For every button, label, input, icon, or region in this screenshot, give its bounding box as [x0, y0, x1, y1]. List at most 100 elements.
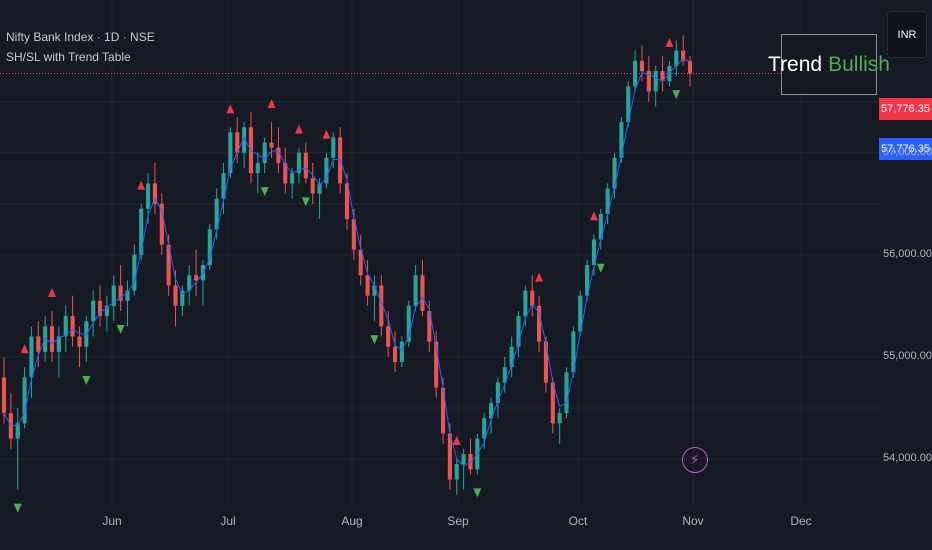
candle — [591, 239, 597, 266]
candle — [351, 219, 356, 250]
candle — [29, 336, 34, 378]
swing-low-marker — [116, 325, 125, 334]
currency-button[interactable]: INR — [887, 11, 927, 58]
candle — [660, 71, 665, 82]
last-price-tag: 57,776.35 — [879, 98, 932, 120]
grid-lines — [0, 0, 879, 505]
candle — [235, 132, 240, 153]
y-tick-label: 56,000.00 — [883, 247, 932, 260]
candle — [674, 50, 679, 66]
swing-low-marker — [82, 376, 91, 386]
candle — [482, 418, 487, 439]
symbol-title[interactable]: Nifty Bank Index · 1D · NSE — [6, 30, 155, 44]
candle — [36, 336, 41, 352]
candle — [365, 275, 370, 296]
candle — [139, 208, 144, 255]
candle — [509, 346, 514, 368]
candle — [379, 285, 384, 327]
candle — [653, 71, 658, 92]
candle — [372, 285, 377, 296]
candle — [633, 60, 638, 87]
candle — [221, 173, 226, 199]
candle — [447, 433, 452, 480]
candle — [681, 50, 686, 61]
candle — [228, 132, 233, 174]
swing-high-marker — [20, 344, 29, 354]
candles — [1, 35, 693, 495]
candle — [104, 305, 109, 317]
candle — [310, 178, 315, 194]
candle — [303, 152, 308, 179]
candle — [406, 305, 411, 342]
candle — [22, 377, 27, 424]
candle — [420, 275, 425, 311]
swing-markers — [13, 37, 681, 513]
candle — [530, 290, 535, 306]
candle — [399, 341, 404, 363]
candle — [502, 367, 507, 383]
candle — [516, 316, 521, 347]
candle — [269, 142, 274, 148]
candle — [49, 326, 55, 352]
swing-high-marker — [452, 436, 461, 446]
candle — [495, 382, 500, 403]
candle — [1, 377, 7, 414]
candle — [612, 157, 617, 189]
y-tick-label: 54,000.00 — [883, 452, 932, 465]
candle — [358, 249, 363, 276]
x-tick-label: Aug — [341, 514, 363, 528]
candle — [427, 311, 432, 342]
swing-low-marker — [370, 335, 379, 345]
swing-low-marker — [13, 503, 22, 513]
candle — [152, 183, 157, 204]
candle — [283, 162, 288, 184]
candle — [461, 453, 466, 465]
candle — [159, 203, 164, 245]
candle — [91, 300, 96, 322]
x-tick-label: Sep — [447, 514, 469, 528]
candle — [70, 316, 75, 337]
candle — [626, 86, 631, 123]
candle — [166, 244, 171, 286]
x-tick-label: Dec — [790, 514, 812, 528]
y-tick-label: 57,000.00 — [883, 145, 932, 158]
candle — [386, 326, 391, 347]
candle — [276, 147, 281, 163]
candle — [173, 285, 178, 306]
swing-low-marker — [301, 197, 310, 207]
candle — [619, 122, 624, 158]
candle — [255, 162, 260, 174]
swing-high-marker — [267, 99, 276, 109]
x-tick-label: Oct — [568, 514, 588, 528]
trend-label: Trend — [768, 52, 823, 76]
candle — [605, 188, 610, 214]
indicator-title[interactable]: SH/SL with Trend Table — [6, 50, 131, 64]
candle — [489, 402, 494, 419]
candle — [77, 336, 82, 347]
x-tick-label: Jul — [220, 514, 236, 528]
lightning-icon[interactable]: ⚡ — [682, 447, 708, 473]
x-tick-label: Jun — [102, 514, 122, 528]
candle — [468, 453, 473, 470]
candle — [15, 423, 20, 439]
x-tick-label: Nov — [682, 514, 704, 528]
candle — [242, 127, 247, 153]
candle — [585, 265, 590, 296]
candle — [63, 316, 68, 337]
candle — [324, 157, 329, 184]
candle — [214, 198, 219, 230]
candle — [290, 173, 295, 184]
ma-line — [3, 58, 691, 467]
swing-high-marker — [535, 272, 544, 282]
candle — [296, 152, 302, 174]
candle — [523, 290, 528, 317]
candle — [434, 341, 439, 388]
candle — [564, 372, 569, 414]
candle — [194, 275, 199, 281]
swing-high-marker — [322, 129, 331, 139]
candle — [132, 254, 137, 291]
candle — [180, 290, 185, 306]
candle — [125, 290, 130, 301]
candle — [118, 285, 123, 301]
